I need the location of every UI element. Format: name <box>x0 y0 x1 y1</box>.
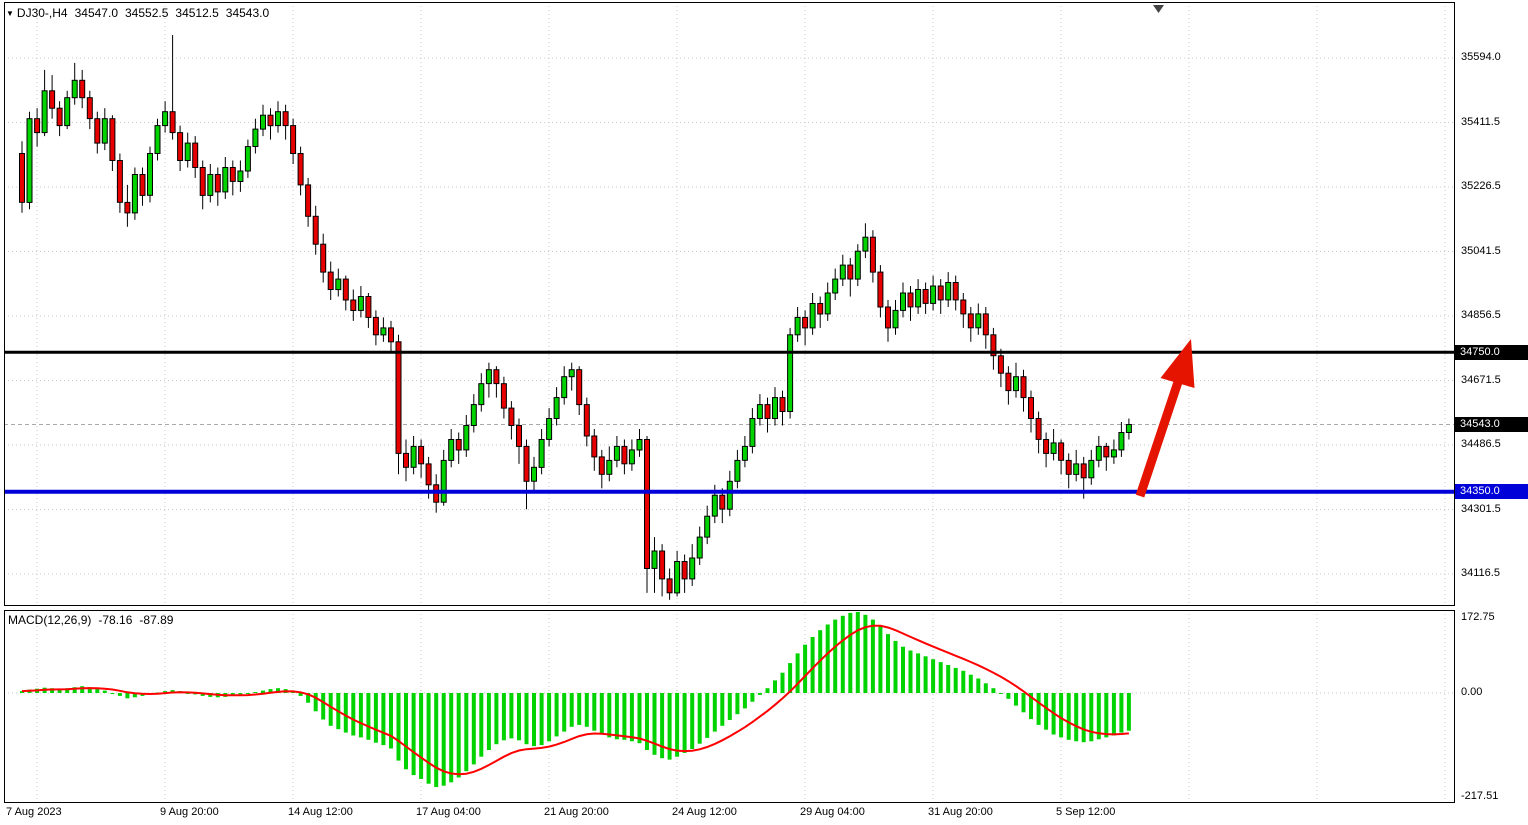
up-arrow-annotation[interactable] <box>1135 339 1195 498</box>
support-price-badge: 34350.0 <box>1455 484 1528 499</box>
price-axis-label: 35411.5 <box>1461 116 1500 128</box>
symbol-period-label: DJ30-,H4 <box>16 6 68 20</box>
grid-layer <box>4 2 1455 803</box>
time-axis-label: 29 Aug 04:00 <box>800 806 865 818</box>
time-axis-label: 7 Aug 2023 <box>6 806 62 818</box>
time-axis-label: 17 Aug 04:00 <box>416 806 481 818</box>
indicator-name: MACD(12,26,9) <box>8 613 92 627</box>
chart-header: ▼ DJ30-,H4 34547.0 34552.5 34512.5 34543.0 <box>6 6 276 20</box>
time-axis-label: 5 Sep 12:00 <box>1056 806 1116 818</box>
macd-histogram <box>20 611 1131 788</box>
ohlc-low-value: 34512.5 <box>175 6 219 20</box>
symbol-dropdown-icon[interactable]: ▼ <box>6 9 14 18</box>
price-axis-label: 34671.5 <box>1461 374 1501 386</box>
ohlc-open-value: 34547.0 <box>74 6 118 20</box>
chart-shift-marker-icon <box>1153 5 1164 13</box>
price-axis-label: 35041.5 <box>1461 245 1501 257</box>
indicator-label: MACD(12,26,9) -78.16 -87.89 <box>8 613 180 627</box>
price-axis-label: 34301.5 <box>1461 503 1501 515</box>
time-axis-label: 14 Aug 12:00 <box>288 806 353 818</box>
ohlc-high-value: 34552.5 <box>125 6 169 20</box>
ohlc-close-value: 34543.0 <box>225 6 270 20</box>
time-axis-label: 9 Aug 20:00 <box>160 806 219 818</box>
indicator-axis-label: 0.00 <box>1461 686 1483 698</box>
indicator-axis-label: 172.75 <box>1461 611 1495 623</box>
indicator-axis-label: -217.51 <box>1461 790 1499 802</box>
price-axis-label: 35226.5 <box>1461 180 1501 192</box>
indicator-signal-value: -87.89 <box>139 613 174 627</box>
macd-signal-line <box>21 624 1129 776</box>
time-axis-label: 21 Aug 20:00 <box>544 806 609 818</box>
price-axis-label: 34856.5 <box>1461 309 1501 321</box>
pane-borders <box>4 2 1455 803</box>
time-axis-label: 31 Aug 20:00 <box>928 806 993 818</box>
current-price-badge: 34543.0 <box>1455 417 1528 432</box>
resistance-price-badge: 34750.0 <box>1455 345 1528 360</box>
price-axis-label: 34486.5 <box>1461 438 1501 450</box>
candles-layer <box>19 35 1132 600</box>
indicator-macd-value: -78.16 <box>98 613 133 627</box>
price-axis-label: 35594.0 <box>1461 51 1501 63</box>
time-axis-label: 24 Aug 12:00 <box>672 806 737 818</box>
price-axis-label: 34116.5 <box>1461 567 1500 579</box>
